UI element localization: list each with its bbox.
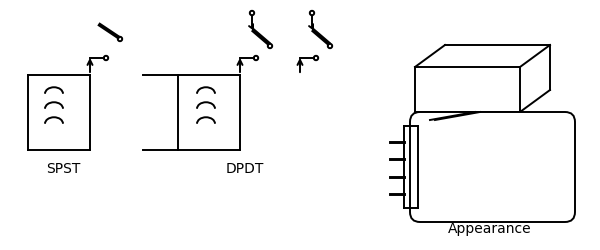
FancyBboxPatch shape: [410, 112, 575, 222]
Text: DPDT: DPDT: [226, 161, 264, 175]
Text: Appearance: Appearance: [448, 221, 532, 235]
Text: SPST: SPST: [46, 161, 80, 175]
